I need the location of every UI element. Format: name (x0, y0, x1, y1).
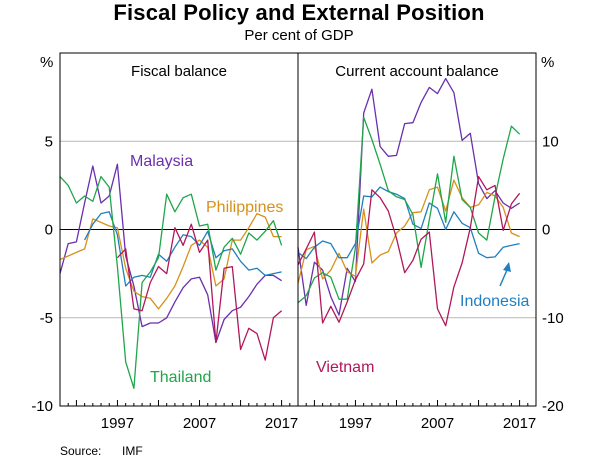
series-line-thailand (297, 116, 521, 304)
panel-title: Fiscal balance (131, 63, 227, 80)
series-line-thailand (59, 175, 283, 389)
series-line-philippines (297, 179, 520, 284)
series-line-vietnam (116, 223, 283, 361)
series-label-malaysia: Malaysia (130, 153, 193, 170)
series-line-indonesia (297, 186, 520, 260)
x-tick-label: 2017 (265, 415, 298, 432)
y-tick-label: -10 (542, 310, 564, 327)
y-tick-label: -5 (40, 310, 53, 327)
series-line-malaysia (297, 77, 520, 316)
y-tick-label: 0 (45, 222, 53, 239)
series-line-malaysia (59, 163, 282, 344)
y-tick-label: -20 (542, 398, 564, 415)
y-tick-label: 10 (542, 133, 559, 150)
series-line-indonesia (84, 211, 282, 287)
chart-subtitle: Per cent of GDP (244, 27, 354, 44)
y-axis-label: % (40, 54, 53, 71)
y-tick-label: -10 (31, 398, 53, 415)
series-label-thailand: Thailand (150, 369, 211, 386)
series-line-vietnam (297, 175, 521, 327)
arrow-head (503, 262, 511, 272)
panel-title: Current account balance (335, 63, 498, 80)
x-tick-label: 2007 (421, 415, 454, 432)
chart-title: Fiscal Policy and External Position (113, 0, 485, 25)
source-note: Source: IMF (60, 444, 143, 458)
series-label-vietnam: Vietnam (316, 359, 374, 376)
series-label-philippines: Philippines (206, 199, 283, 216)
y-axis-label: % (541, 54, 554, 71)
arrow-line (499, 269, 508, 287)
source-value: IMF (122, 444, 143, 458)
x-tick-label: 1997 (101, 415, 134, 432)
series-label-indonesia: Indonesia (460, 293, 529, 310)
y-tick-label: 5 (45, 133, 53, 150)
x-tick-label: 2007 (183, 415, 216, 432)
x-tick-label: 2017 (503, 415, 536, 432)
source-label: Source: (60, 444, 102, 458)
y-tick-label: 0 (542, 222, 550, 239)
series-line-philippines (59, 212, 282, 310)
x-tick-label: 1997 (339, 415, 372, 432)
